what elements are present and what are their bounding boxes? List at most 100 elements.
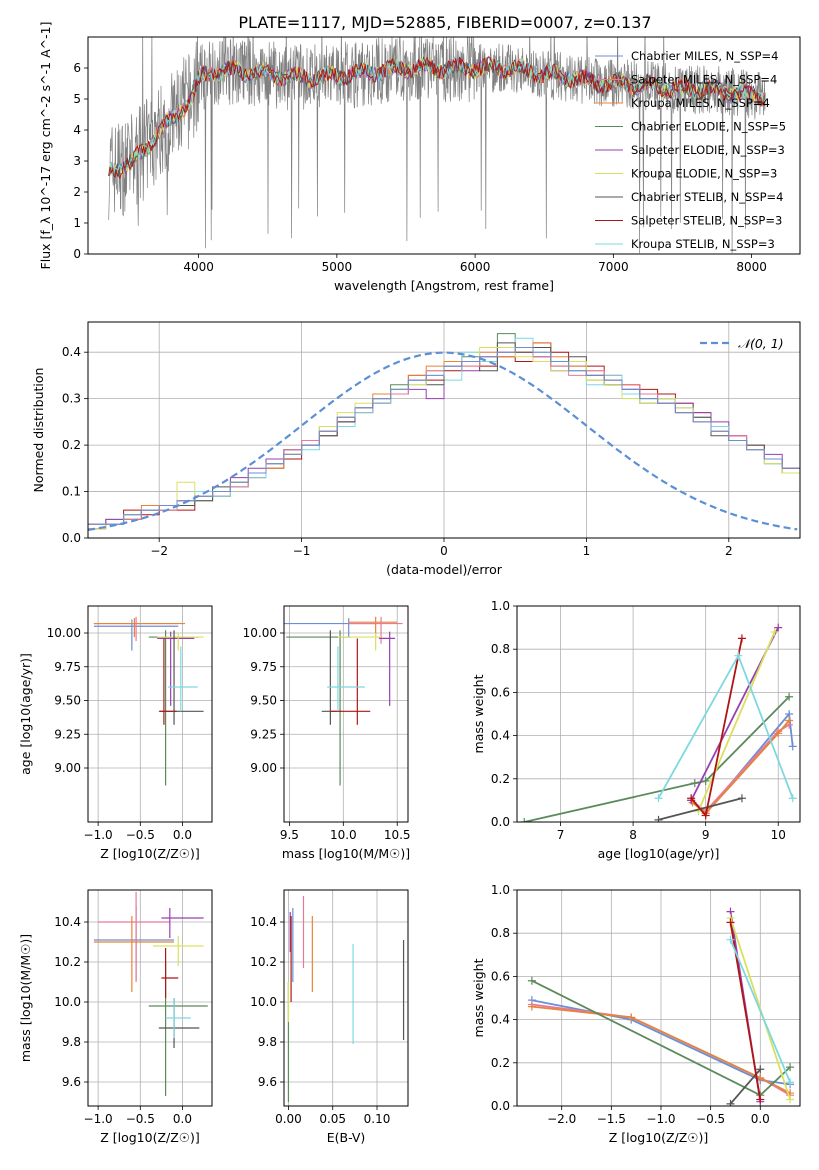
x-tick-label: 8000 — [736, 260, 767, 274]
x-axis-label: wavelength [Angstrom, rest frame] — [334, 278, 554, 293]
series-line — [531, 1005, 791, 1094]
series-line — [657, 653, 794, 799]
x-tick-label: 10 — [771, 828, 786, 842]
x-tick-label: 7000 — [598, 260, 629, 274]
x-axis-label: mass [log10(M/M☉)] — [282, 846, 410, 861]
y-tick-label: 0.4 — [62, 345, 81, 359]
series-point — [756, 1073, 765, 1082]
series-line — [729, 939, 791, 1083]
series-point — [687, 794, 696, 803]
errorbar-kroupa_elodie — [337, 633, 382, 651]
errorbar-kroupa_miles — [93, 618, 186, 638]
y-tick-label: 9.8 — [258, 1035, 277, 1049]
histogram-chabrier_miles — [88, 347, 800, 538]
legend-label: Salpeter MILES, N_SSP=4 — [631, 73, 777, 87]
legend-label: Chabrier ELODIE, N_SSP=5 — [631, 120, 786, 134]
y-tick-label: 0.0 — [491, 1099, 510, 1113]
x-axis-label: age [log10(age/yr)] — [598, 846, 720, 861]
plot-area-mass-vs-EBV — [287, 896, 405, 1102]
series-point — [726, 918, 735, 927]
y-tick-label: 2 — [73, 185, 81, 199]
x-tick-label: 0.0 — [173, 828, 192, 842]
plot-area-spectrum — [108, 37, 766, 254]
x-tick-label: 5000 — [322, 260, 353, 274]
x-tick-label: 4000 — [183, 260, 214, 274]
y-tick-label: 0.2 — [62, 438, 81, 452]
y-tick-label: 0.4 — [491, 729, 510, 743]
plot-area-age-vs-mass — [284, 616, 403, 786]
series-salpeter_stelib — [687, 634, 746, 820]
y-tick-label: 9.75 — [54, 660, 81, 674]
y-tick-label: 3 — [73, 154, 81, 168]
x-axis-label: Z [log10(Z/Z☉)] — [100, 1130, 200, 1145]
y-tick-label: 9.25 — [54, 727, 81, 741]
series-point — [737, 794, 746, 803]
errorbar-kroupa_stelib — [165, 998, 191, 1038]
y-tick-label: 10.0 — [54, 995, 81, 1009]
axes-frame — [87, 605, 213, 823]
y-tick-label: 0.8 — [491, 926, 510, 940]
series-point — [654, 815, 663, 822]
y-tick-label: 1 — [73, 216, 81, 230]
series-point — [726, 935, 735, 944]
x-tick-label: −0.5 — [126, 828, 155, 842]
y-tick-label: 10.4 — [54, 915, 81, 929]
plot-area-massweight-vs-Z — [527, 907, 795, 1106]
x-tick-label: 7 — [557, 828, 565, 842]
series-point — [690, 779, 699, 788]
y-tick-label: 9.6 — [258, 1075, 277, 1089]
observed-spectrum — [108, 37, 766, 254]
series-point — [788, 742, 797, 751]
y-tick-label: 6 — [73, 61, 81, 75]
y-tick-label: 9.25 — [250, 727, 277, 741]
axes-frame — [283, 889, 409, 1107]
y-tick-label: 4 — [73, 123, 81, 137]
histogram-salpeter_elodie — [88, 347, 800, 538]
errorbar-salpeter_stelib — [161, 948, 179, 998]
legend-spectrum: Chabrier MILES, N_SSP=4 Salpeter MILES, N… — [595, 49, 786, 251]
panel-spectrum: 4000 5000 6000 7000 8000 0 1 2 3 4 5 6 wavelength [A… — [38, 22, 801, 293]
y-axis-label: mass [log10(M/M☉)] — [18, 934, 33, 1062]
y-tick-label: 5 — [73, 92, 81, 106]
x-tick-label: 0.0 — [751, 1112, 770, 1126]
errorbar-kroupa_stelib — [327, 646, 365, 712]
y-tick-label: 0.6 — [491, 685, 510, 699]
errorbar-salpeter_miles — [98, 892, 170, 982]
legend-label: 𝒩(0, 1) — [738, 336, 784, 351]
errorbar-kroupa_elodie — [152, 936, 204, 966]
panel-mass-vs-EBV: 0.00 0.05 0.10 9.6 9.8 10.0 10.2 10.4 E(B-V) — [250, 889, 409, 1145]
panel-age-vs-mass: 9.5 10.0 10.5 9.00 9.25 9.50 9.75 10.00 mass [lo… — [243, 605, 411, 861]
x-tick-label: 0 — [440, 544, 448, 558]
series-point — [786, 1078, 795, 1087]
legend-label: Kroupa MILES, N_SSP=4 — [631, 96, 770, 110]
x-tick-label: 10.5 — [384, 828, 411, 842]
x-tick-label: 0.10 — [364, 1112, 391, 1126]
panel-massweight-vs-age: 7 8 9 10 0.0 0.2 0.4 0.6 0.8 1.0 age [log10(age/yr… — [471, 599, 801, 861]
y-tick-label: 0 — [73, 247, 81, 261]
x-axis-label: Z [log10(Z/Z☉)] — [609, 1130, 709, 1145]
y-tick-label: 1.0 — [491, 599, 510, 613]
y-tick-label: 1.0 — [491, 883, 510, 897]
y-tick-label: 0.4 — [491, 1013, 510, 1027]
plot-area-age-vs-Z — [93, 616, 204, 786]
y-axis-label: age [log10(age/yr)] — [18, 653, 33, 775]
y-tick-label: 0.8 — [491, 642, 510, 656]
errorbar-salpeter_elodie — [378, 631, 396, 706]
series-point — [654, 794, 663, 803]
legend-label: Salpeter STELIB, N_SSP=3 — [631, 214, 782, 228]
series-point — [520, 818, 529, 822]
y-tick-label: 10.0 — [250, 995, 277, 1009]
series-point — [786, 1063, 795, 1072]
x-tick-label: −1 — [293, 544, 311, 558]
errorbar-chabrier_miles — [93, 906, 175, 980]
legend-label: Chabrier STELIB, N_SSP=4 — [631, 190, 783, 204]
x-tick-label: −2 — [150, 544, 168, 558]
series-line — [524, 696, 790, 822]
histogram-salpeter_stelib — [88, 342, 800, 538]
figure-title: PLATE=1117, MJD=52885, FIBERID=0007, z=0… — [238, 13, 651, 32]
series-point — [756, 1095, 765, 1104]
y-axis-label: mass weight — [471, 958, 486, 1037]
x-tick-label: −1.0 — [84, 828, 113, 842]
legend-label: Kroupa ELODIE, N_SSP=3 — [631, 167, 777, 181]
